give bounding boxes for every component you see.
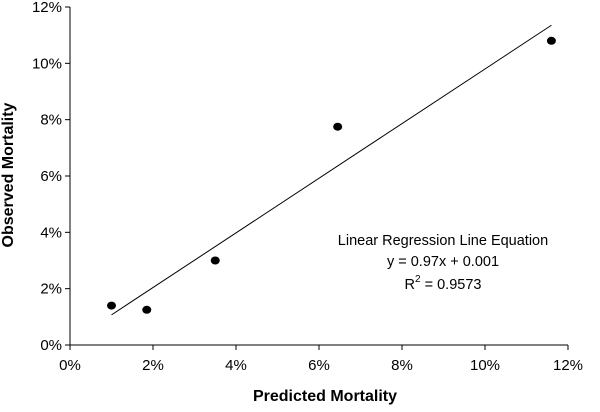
x-tick-label: 10% xyxy=(470,357,500,374)
r2-superscript: 2 xyxy=(415,274,421,285)
regression-line xyxy=(111,24,552,316)
axes xyxy=(65,6,569,350)
x-tick-label: 4% xyxy=(225,357,247,374)
y-tick-label: 10% xyxy=(32,55,62,72)
y-tick-label: 2% xyxy=(40,281,62,298)
y-tick-label: 0% xyxy=(40,337,62,354)
y-tick-label: 4% xyxy=(40,224,62,241)
y-axis-title: Observed Mortality xyxy=(0,102,17,247)
regression-annotation: Linear Regression Line Equation y = 0.97… xyxy=(338,233,548,293)
x-tick-label: 6% xyxy=(308,357,330,374)
r2-base: R xyxy=(405,277,415,293)
y-tick-label: 8% xyxy=(40,112,62,129)
data-point xyxy=(333,122,343,131)
y-tick-label: 12% xyxy=(32,0,62,16)
annotation-r-squared: R2 = 0.9573 xyxy=(405,274,482,293)
annotation-title: Linear Regression Line Equation xyxy=(338,233,548,249)
data-point xyxy=(107,301,116,310)
data-point xyxy=(142,305,152,314)
x-tick-label: 8% xyxy=(391,357,413,374)
data-points xyxy=(107,36,556,314)
data-point xyxy=(210,256,220,265)
data-point xyxy=(546,36,556,45)
tick-labels: 0% 2% 4% 6% 8% 10% 12% 0% 2% 4% 6% 8% 10% 12% xyxy=(32,0,583,374)
x-tick-label: 0% xyxy=(59,357,81,374)
trendline-group xyxy=(111,24,552,316)
x-tick-label: 2% xyxy=(142,357,164,374)
y-tick-label: 6% xyxy=(40,168,62,185)
annotation-equation: y = 0.97x + 0.001 xyxy=(387,254,499,270)
x-axis-title: Predicted Mortality xyxy=(253,388,397,405)
x-tick-label: 12% xyxy=(553,357,583,374)
r2-value: = 0.9573 xyxy=(421,277,482,293)
